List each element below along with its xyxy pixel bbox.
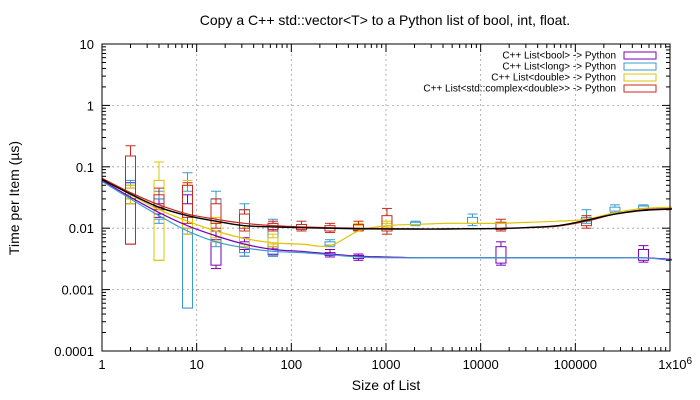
legend-swatch — [623, 73, 657, 82]
series-4-line — [101, 178, 672, 230]
y-tick-label: 10 — [80, 37, 94, 52]
series-2-line — [101, 177, 672, 247]
legend-swatch — [623, 84, 657, 93]
box — [210, 203, 222, 224]
box — [637, 248, 649, 261]
x-tick-exponent: 6 — [686, 356, 692, 367]
x-tick-label: 1000 — [372, 357, 401, 372]
series-2-boxes — [124, 161, 393, 261]
legend-swatch — [623, 62, 657, 71]
x-axis-label: Size of List — [352, 377, 421, 393]
series-1-line — [101, 180, 673, 261]
x-tick-label: 1 — [98, 357, 105, 372]
y-axis-label: Time per Item (µs) — [6, 141, 22, 255]
x-tick-label: 10000 — [463, 357, 499, 372]
box — [381, 215, 393, 232]
x-tick-label: 10 — [189, 357, 203, 372]
y-tick-label: 0.0001 — [54, 344, 94, 359]
y-tick-label: 0.1 — [76, 160, 94, 175]
y-tick-label: 1 — [87, 98, 94, 113]
legend-label: C++ List<double> -> Python — [491, 73, 616, 84]
box — [267, 237, 279, 245]
box — [238, 213, 250, 229]
axis-ticks: 1 10 100 1000 10000 100000 1x106 0.0001 0.001 0.0… — [54, 37, 692, 372]
chart-title: Copy a C++ std::vector<T> to a Python li… — [200, 12, 570, 28]
box — [495, 246, 507, 264]
box — [495, 221, 507, 231]
series-1-boxes — [124, 172, 649, 309]
box — [609, 206, 621, 212]
y-tick-label: 0.001 — [61, 283, 94, 298]
grid — [102, 44, 670, 351]
box — [181, 190, 193, 309]
x-tick-label: 1x106 — [658, 356, 692, 372]
legend-label: C++ List<long> -> Python — [502, 62, 616, 73]
x-tick-label: 100000 — [554, 357, 597, 372]
y-tick-label: 0.01 — [69, 221, 94, 236]
box — [466, 216, 478, 224]
legend-swatch — [623, 51, 657, 60]
series-layer — [101, 145, 673, 309]
x-tick-label: 100 — [280, 357, 302, 372]
box — [181, 184, 193, 218]
legend-label: C++ List<std::complex<double>> -> Python — [423, 84, 616, 95]
box — [153, 179, 165, 261]
legend-label: C++ List<bool> -> Python — [502, 51, 616, 62]
